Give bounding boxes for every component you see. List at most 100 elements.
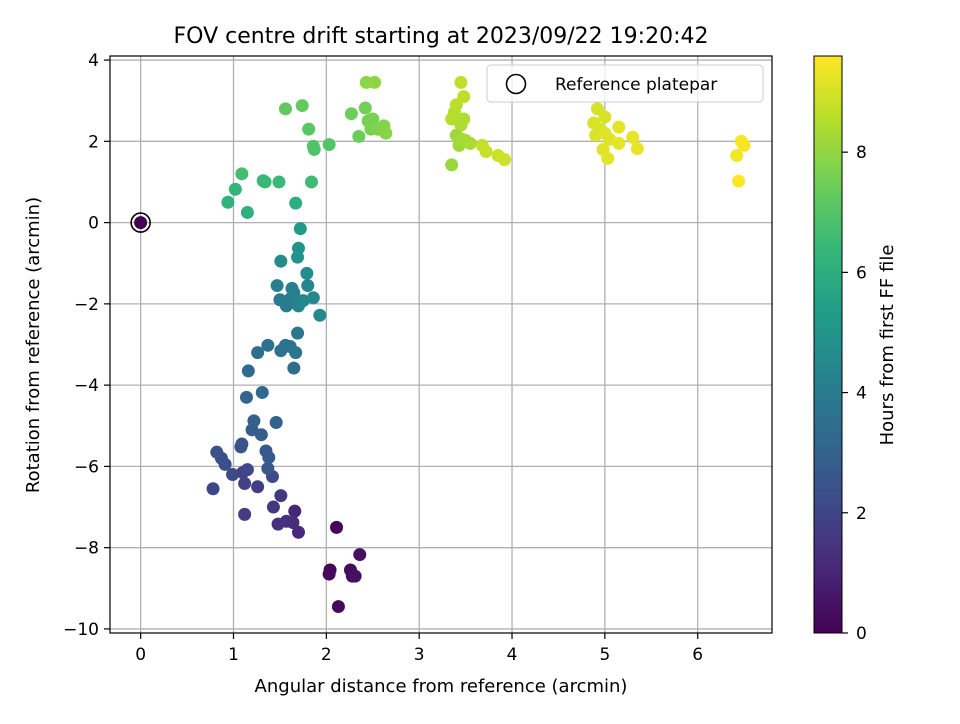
legend-box [486,64,764,103]
data-point-50 [285,281,299,295]
data-point-120 [730,149,744,163]
colorbar: 0 2 4 6 8 Hours from first FF file [813,55,898,644]
data-point-15 [238,507,252,521]
data-point-3 [331,600,345,614]
data-point-27 [235,437,249,451]
data-point-7 [353,548,367,562]
data-point-8 [288,504,302,518]
x-tick-label-1: 1 [228,645,239,665]
data-point-38 [287,361,301,375]
data-point-19 [206,482,220,496]
data-point-9 [291,525,305,539]
x-tick-label-0: 0 [135,645,146,665]
data-point-21 [226,468,240,482]
data-point-51 [270,279,284,293]
data-point-17 [238,476,252,490]
data-point-61 [291,241,305,255]
colorbar-tick-label-3: 6 [856,263,867,283]
data-point-108 [598,110,612,124]
data-point-97 [457,112,471,126]
data-point-39 [251,346,265,360]
chart-title: FOV centre drift starting at 2023/09/22 … [174,24,709,49]
colorbar-tick-label-4: 8 [856,143,867,163]
y-axis-label: Rotation from reference (arcmin) [23,197,44,493]
data-point-75 [302,122,316,136]
data-point-36 [255,385,269,399]
data-point-74 [322,138,336,152]
data-point-71 [235,167,249,181]
data-point-57 [313,308,327,322]
data-point-80 [358,101,372,115]
data-point-87 [379,126,393,140]
data-point-25 [210,445,224,459]
data-point-33 [247,414,261,428]
colorbar-ticks: 0 2 4 6 8 [842,143,867,644]
data-point-68 [258,175,272,189]
y-tick-label-7: −10 [63,620,99,640]
data-point-34 [269,416,283,430]
data-point-78 [352,129,366,143]
y-tick-label-3: −2 [74,295,99,315]
x-tick-label-3: 3 [414,645,425,665]
colorbar-tick-label-2: 4 [856,384,867,404]
data-point-55 [301,279,315,293]
data-point-115 [601,151,615,165]
x-tick-label-2: 2 [321,645,332,665]
legend-label-reference: Reference platepar [555,75,717,95]
data-point-116 [612,120,626,134]
data-point-63 [289,196,303,210]
x-tick-label-5: 5 [599,645,610,665]
y-tick-label-1: 2 [88,132,99,152]
data-point-104 [479,144,493,158]
plot-frame [109,55,773,634]
colorbar-label: Hours from first FF file [877,245,898,446]
data-point-117 [612,136,626,150]
data-point-0 [330,520,344,534]
y-tick-label-5: −6 [74,457,99,477]
data-point-65 [221,195,235,209]
colorbar-tick-label-0: 0 [856,624,867,644]
data-point-102 [454,75,468,89]
data-point-6 [348,569,362,583]
data-point-20 [240,463,254,477]
data-point-89 [368,75,382,89]
data-point-69 [272,175,286,189]
colorbar-tick-label-1: 2 [856,504,867,524]
data-point-122 [734,134,748,148]
data-point-56 [306,291,320,305]
data-point-16 [251,480,265,494]
data-point-118 [626,130,640,144]
data-point-66 [228,182,242,196]
data-point-30 [259,444,273,458]
data-point-14 [274,489,288,503]
data-point-90 [445,158,459,172]
data-point-12 [271,517,285,531]
x-axis-label: Angular distance from reference (arcmin) [255,676,628,697]
data-point-59 [300,266,314,280]
data-point-82 [366,112,380,126]
grid [110,56,772,633]
data-point-76 [278,102,292,116]
data-point-64 [240,205,254,219]
legend: Reference platepar [486,64,764,103]
y-tick-label-4: −4 [74,376,99,396]
data-point-44 [289,346,303,360]
reference-point-fill [134,216,148,230]
data-point-106 [498,153,512,167]
legend-marker-reference [505,73,527,95]
data-point-47 [273,293,287,307]
data-point-95 [463,136,477,150]
data-point-2 [322,567,336,581]
axis-ticks: 0 1 2 3 4 5 6 4 2 0 −2 −4 −6 −8 −10 [63,51,703,665]
data-point-119 [630,142,644,156]
data-point-40 [261,338,275,352]
reference-point-marker [130,212,151,233]
x-tick-label-4: 4 [507,645,518,665]
data-point-101 [457,90,471,104]
data-points [130,75,751,614]
y-tick-label-0: 4 [88,51,99,71]
data-point-45 [291,326,305,340]
data-point-70 [304,175,318,189]
data-point-54 [296,294,310,308]
